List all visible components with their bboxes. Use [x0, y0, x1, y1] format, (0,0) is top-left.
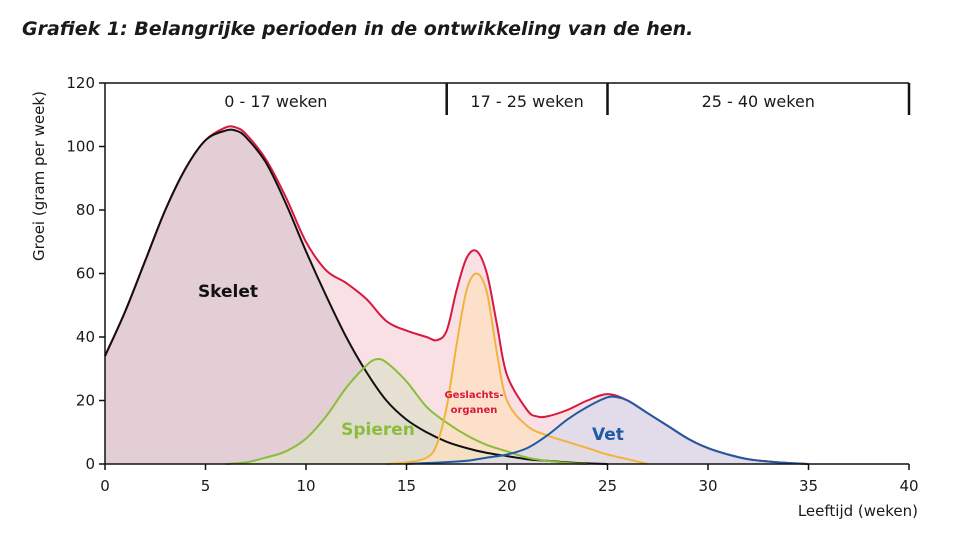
- series-fills: [105, 126, 809, 464]
- series-line-spieren: [225, 357, 588, 465]
- series-label-geslachts-line2: organen: [451, 405, 498, 416]
- series-line-geslachts-organen: [386, 272, 648, 465]
- series-label-vet: Vet: [592, 425, 624, 445]
- y-axis-ticks: 0 20 40 60 80 100 120: [66, 74, 105, 473]
- x-axis-ticks: 0 5 10 15 20 25 30 35 40: [100, 464, 919, 495]
- chart-title: Grafiek 1: Belangrijke perioden in de on…: [22, 18, 694, 40]
- series-fill-spieren: [225, 358, 588, 464]
- y-tick-label: 100: [66, 138, 95, 156]
- series-lines: [104, 125, 809, 465]
- series-fill-geslachts-organen: [386, 273, 648, 464]
- y-tick-label: 0: [85, 455, 95, 473]
- y-tick-label: 80: [76, 201, 95, 219]
- x-tick-label: 5: [201, 477, 211, 495]
- period-label: 25 - 40 weken: [702, 92, 815, 111]
- x-tick-label: 0: [100, 477, 110, 495]
- series-line-skelet: [104, 128, 608, 465]
- period-label: 0 - 17 weken: [224, 92, 327, 111]
- y-tick-label: 60: [76, 265, 95, 283]
- y-tick-label: 20: [76, 392, 95, 410]
- series-label-spieren: Spieren: [341, 420, 415, 440]
- y-tick-label: 120: [66, 74, 95, 92]
- x-tick-label: 40: [899, 477, 918, 495]
- period-label: 17 - 25 weken: [470, 92, 583, 111]
- x-tick-label: 15: [397, 477, 416, 495]
- x-tick-label: 25: [598, 477, 617, 495]
- x-tick-label: 10: [296, 477, 315, 495]
- x-tick-label: 35: [799, 477, 818, 495]
- y-axis-title: Groei (gram per week): [30, 91, 48, 261]
- series-label-geslachts-line1: Geslachts-: [444, 390, 503, 401]
- x-axis-title: Leeftijd (weken): [798, 502, 918, 520]
- series-label-skelet: Skelet: [198, 282, 258, 302]
- y-tick-label: 40: [76, 328, 95, 346]
- series-fill-vet: [406, 396, 809, 464]
- period-markers: 0 - 17 weken 17 - 25 weken 25 - 40 weken: [224, 83, 911, 115]
- series-line-vet: [406, 395, 809, 465]
- x-tick-label: 20: [497, 477, 516, 495]
- x-tick-label: 30: [698, 477, 717, 495]
- series-fill-skelet: [105, 129, 608, 464]
